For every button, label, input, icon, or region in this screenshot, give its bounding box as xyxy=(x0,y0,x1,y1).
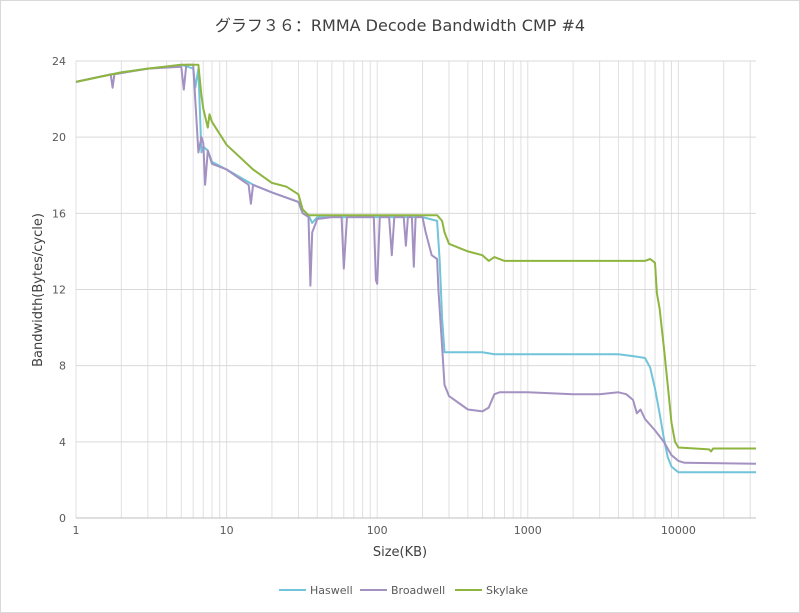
y-axis-title: Bandwidth(Bytes/cycle) xyxy=(31,213,46,367)
y-tick-label: 12 xyxy=(52,284,66,297)
y-tick-label: 4 xyxy=(59,436,66,449)
y-tick-labels: 0 4 8 12 16 20 24 xyxy=(52,55,66,525)
chart-title: グラフ３６：RMMA Decode Bandwidth CMP #4 xyxy=(215,16,585,35)
series-line-broadwell xyxy=(75,63,757,465)
y-tick-label: 16 xyxy=(52,207,66,220)
y-tick-label: 8 xyxy=(59,360,66,373)
series-line-haswell xyxy=(75,63,756,474)
legend-label-skylake: Skylake xyxy=(486,584,528,597)
legend-label-haswell: Haswell xyxy=(310,584,353,597)
x-tick-label: 10000 xyxy=(661,524,696,537)
gridlines xyxy=(75,60,756,519)
x-tick-label: 1 xyxy=(73,524,80,537)
legend: Haswell Broadwell Skylake xyxy=(279,584,528,597)
y-tick-label: 0 xyxy=(59,512,66,525)
x-axis-title: Size(KB) xyxy=(373,545,427,560)
y-tick-label: 24 xyxy=(52,55,66,68)
x-tick-label: 100 xyxy=(367,524,388,537)
legend-label-broadwell: Broadwell xyxy=(391,584,445,597)
series-lines xyxy=(75,63,757,474)
x-tick-labels: 1 10 100 1000 10000 xyxy=(73,524,696,537)
series-line-skylake xyxy=(75,63,756,453)
y-tick-label: 20 xyxy=(52,131,66,144)
x-tick-label: 10 xyxy=(220,524,234,537)
x-tick-label: 1000 xyxy=(514,524,542,537)
